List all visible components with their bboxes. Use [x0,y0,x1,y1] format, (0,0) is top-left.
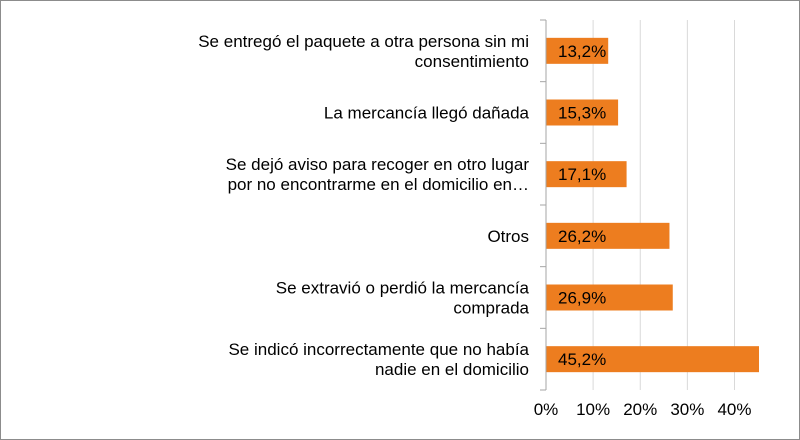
bar-layer [546,37,759,373]
axis-layer [540,19,547,391]
x-tick-label-30: 30% [670,400,704,419]
category-label-0: Se entregó el paquete a otra persona sin… [198,32,529,71]
x-tick-label-0: 0% [534,400,559,419]
bar-5 [546,346,759,373]
category-label-0-line-1: consentimiento [415,52,529,71]
bar-2 [546,161,627,188]
category-label-1: La mercancía llegó dañada [324,104,530,123]
bar-4 [546,284,673,311]
data-label-3: 26,2% [558,227,606,246]
bar-1 [546,99,619,126]
category-label-5-line-1: nadie en el domicilio [375,360,529,379]
data-label-0: 13,2% [558,42,606,61]
category-label-4: Se extravió o perdió la mercancía comprad… [276,279,530,318]
category-label-2-line-1: por no encontrarme en el domicilio en… [228,175,529,194]
data-label-4: 26,9% [558,289,606,308]
x-tick-label-10: 10% [576,400,610,419]
label-layer: 13,2% Se entregó el paquete a otra person… [198,32,751,419]
bar-0 [546,37,609,64]
category-label-4-line-0: Se extravió o perdió la mercancía [276,279,530,298]
category-label-4-line-1: comprada [453,299,529,318]
category-label-2: Se dejó aviso para recoger en otro lugar… [226,155,530,194]
category-label-5: Se indicó incorrectamente que no había na… [228,340,529,379]
data-label-5: 45,2% [558,350,606,369]
category-label-3-line-0: Otros [487,227,529,246]
data-label-1: 15,3% [558,104,606,123]
category-label-5-line-0: Se indicó incorrectamente que no había [228,340,529,359]
category-label-2-line-0: Se dejó aviso para recoger en otro lugar [226,155,530,174]
category-label-1-line-0: La mercancía llegó dañada [324,104,530,123]
x-tick-label-40: 40% [717,400,751,419]
bar-3 [546,222,670,249]
grid-layer [592,20,735,390]
x-tick-label-20: 20% [623,400,657,419]
category-label-3: Otros [487,227,529,246]
category-label-0-line-0: Se entregó el paquete a otra persona sin… [198,32,529,51]
data-label-2: 17,1% [558,165,606,184]
